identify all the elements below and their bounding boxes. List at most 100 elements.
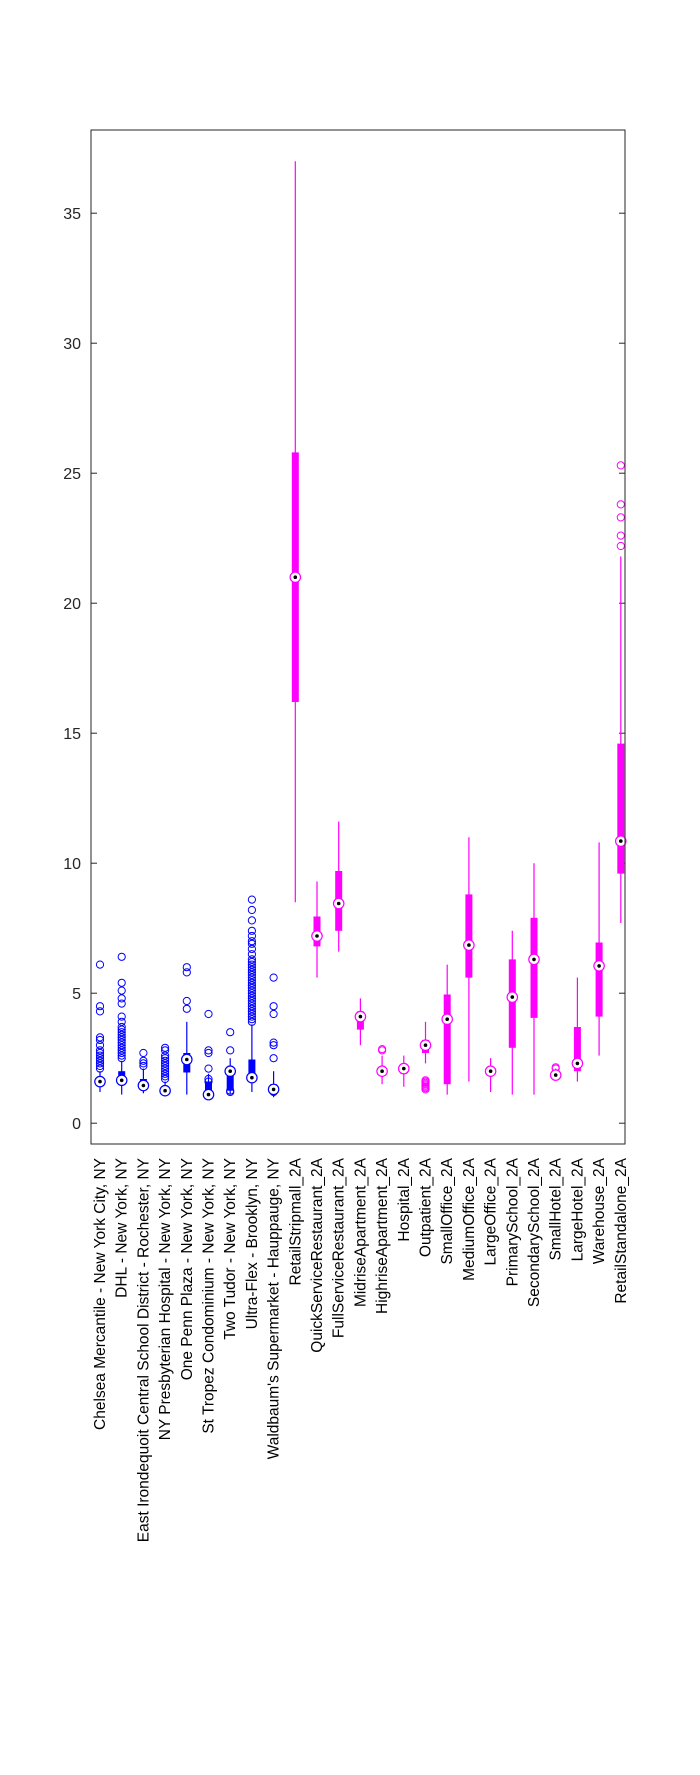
x-category-label: Two Tudor - New York, NY (222, 1158, 239, 1340)
y-axis: 0 5 10 15 20 25 30 35 (63, 206, 625, 1133)
outlier-point (182, 996, 191, 1006)
outlier-point (117, 999, 126, 1008)
x-category-label: MediumOffice_2A (461, 1157, 478, 1281)
y-tick-label: 35 (63, 206, 81, 223)
outlier-point (161, 1064, 170, 1073)
outlier-point (182, 968, 191, 977)
outlier-point (95, 1048, 105, 1058)
outlier-point (247, 991, 256, 1000)
outlier-point (247, 926, 256, 935)
outlier-point (247, 916, 256, 925)
outlier-point (95, 1056, 105, 1065)
outlier-point (226, 1028, 235, 1037)
median-dot (250, 1075, 254, 1080)
outlier-point (139, 1059, 148, 1068)
outlier-point (247, 1015, 256, 1024)
outlier-point (117, 1025, 126, 1034)
outlier-point (247, 1007, 256, 1016)
outlier-point (117, 1041, 126, 1050)
outlier-point (161, 1056, 170, 1065)
x-category-label: SmallOffice_2A (439, 1157, 456, 1264)
outlier-point (616, 461, 625, 470)
median-dot (467, 943, 471, 947)
x-category-label: QuickServiceRestaurant_2A (309, 1157, 326, 1352)
outlier-point (117, 1022, 126, 1032)
median-dot (141, 1083, 146, 1088)
outlier-point (95, 1033, 105, 1042)
median-dot (402, 1066, 406, 1071)
outlier-point (247, 937, 256, 946)
y-tick-label: 10 (63, 856, 81, 873)
outlier-point (247, 895, 256, 904)
x-category-label: Hospital_2A (396, 1157, 413, 1241)
median-dot (119, 1078, 124, 1083)
outlier-point (247, 1017, 256, 1026)
outlier-point (247, 965, 256, 974)
outlier-point (247, 1002, 256, 1011)
outlier-point (616, 513, 625, 522)
median-dot (271, 1087, 276, 1092)
median-dot (163, 1088, 167, 1093)
outlier-point (117, 994, 126, 1003)
outlier-point (204, 1074, 213, 1084)
box-iqr (205, 1081, 212, 1096)
outlier-point (616, 531, 625, 540)
outlier-point (95, 1059, 105, 1068)
outlier-point (247, 957, 256, 967)
box-iqr (443, 994, 451, 1085)
box-iqr (226, 1068, 234, 1091)
outlier-point (161, 1054, 170, 1063)
outlier-point (117, 1051, 126, 1060)
median-dot (380, 1069, 384, 1073)
median-dot (423, 1043, 428, 1047)
x-category-label: HighriseApartment_2A (374, 1157, 391, 1314)
outlier-point (117, 1048, 126, 1058)
outlier-point (139, 1061, 148, 1071)
outlier-point (117, 1012, 126, 1021)
y-tick-label: 30 (63, 336, 81, 353)
outlier-point (161, 1069, 170, 1078)
plot-background (91, 130, 625, 1144)
x-category-label: Chelsea Mercantile - New York City, NY (92, 1158, 109, 1430)
outlier-point (161, 1072, 170, 1081)
outlier-point (117, 986, 126, 995)
outlier-point (117, 1043, 126, 1052)
x-category-label: One Penn Plaza - New York, NY (179, 1158, 196, 1380)
x-axis-labels: Chelsea Mercantile - New York City, NY DH… (92, 1157, 630, 1542)
outlier-point (247, 950, 256, 959)
x-category-label: LargeOffice_2A (483, 1157, 500, 1265)
outlier-point (117, 1033, 126, 1042)
outlier-point (247, 994, 256, 1003)
x-category-label: SmallHotel_2A (548, 1157, 565, 1260)
outlier-point (117, 1030, 126, 1039)
outlier-point (226, 1086, 235, 1095)
outlier-point (95, 1046, 105, 1055)
x-category-label: RetailStandalone_2A (613, 1157, 630, 1303)
box-iqr (465, 894, 473, 978)
median-dot (358, 1014, 363, 1019)
box-iqr (595, 942, 603, 1017)
x-category-label: East Irondequoit Central School District… (135, 1158, 152, 1542)
x-category-label: MidriseApartment_2A (352, 1157, 369, 1307)
outlier-point (182, 963, 191, 972)
outlier-point (95, 1064, 105, 1073)
outlier-point (378, 1045, 387, 1054)
y-tick-label: 5 (72, 986, 81, 1003)
x-category-label: Ultra-Flex - Brooklyn, NY (244, 1158, 261, 1329)
plot-frame (90, 129, 626, 1145)
outlier-point (421, 1076, 430, 1085)
x-category-label: Outpatient_2A (418, 1157, 435, 1257)
median-dot (445, 1017, 450, 1021)
outlier-point (247, 973, 256, 982)
outlier-point (247, 996, 256, 1006)
outlier-point (161, 1051, 170, 1060)
outlier-point (247, 976, 256, 985)
outlier-point (247, 1009, 256, 1019)
box-iqr (248, 1059, 256, 1082)
outlier-point (161, 1046, 170, 1055)
x-category-label: SecondarySchool_2A (526, 1157, 543, 1307)
outlier-point (247, 939, 256, 948)
x-category-label: NY Presbyterian Hospital - New York, NY (157, 1158, 174, 1440)
outlier-point (269, 1002, 278, 1011)
